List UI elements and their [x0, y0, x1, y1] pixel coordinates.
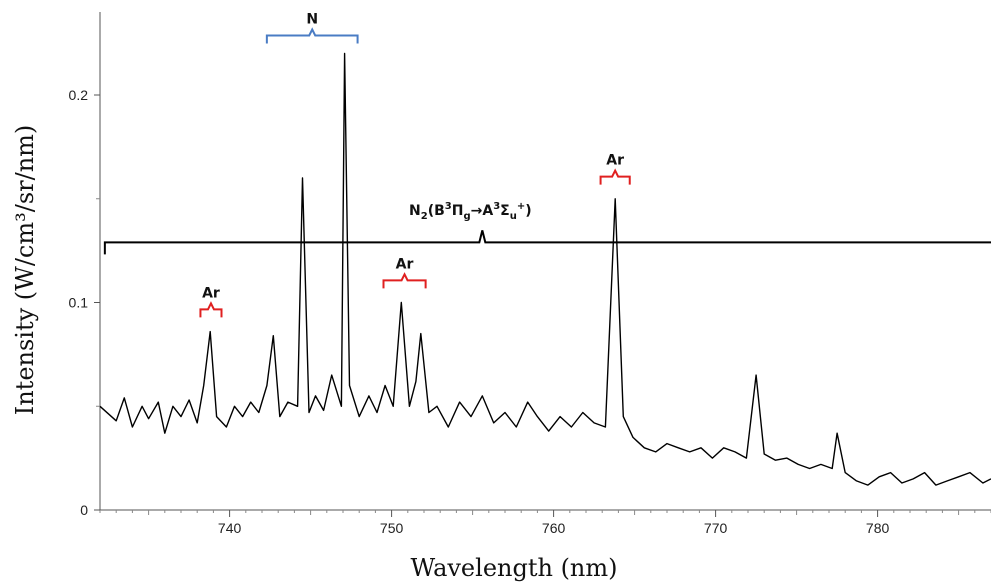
- peak-bracket: [199, 301, 223, 318]
- x-tick-label: 780: [866, 520, 890, 536]
- ticks: 740 750 760 770 780 0 0.1 0.2: [69, 87, 991, 536]
- x-axis-title: Wavelength (nm): [410, 554, 617, 582]
- peak-label: Ar: [396, 256, 414, 272]
- peak-bracket: [599, 168, 631, 185]
- x-tick-label: 770: [704, 520, 728, 536]
- x-tick-label: 750: [380, 520, 404, 536]
- peak-bracket: [265, 27, 359, 44]
- y-tick-label: 0.2: [69, 87, 89, 103]
- series-layer: [99, 52, 991, 486]
- peak-label: Ar: [202, 285, 220, 301]
- x-tick-label: 760: [542, 520, 566, 536]
- n2-band-bracket: [103, 230, 991, 255]
- axes: [99, 12, 991, 511]
- y-tick-label: 0: [80, 502, 88, 518]
- x-tick-label: 740: [218, 520, 242, 536]
- spectrum-line: [99, 52, 991, 486]
- peak-label: Ar: [606, 153, 624, 169]
- annotations-layer: N Ar Ar Ar: [103, 12, 991, 318]
- n2-band-label: N2(B3Πg→A3Σu+): [409, 201, 532, 222]
- y-axis-title: Intensity (W/cm³/sr/nm): [11, 125, 39, 416]
- peak-bracket: [382, 272, 427, 289]
- y-tick-label: 0.1: [69, 295, 89, 311]
- peak-label: N: [306, 12, 318, 28]
